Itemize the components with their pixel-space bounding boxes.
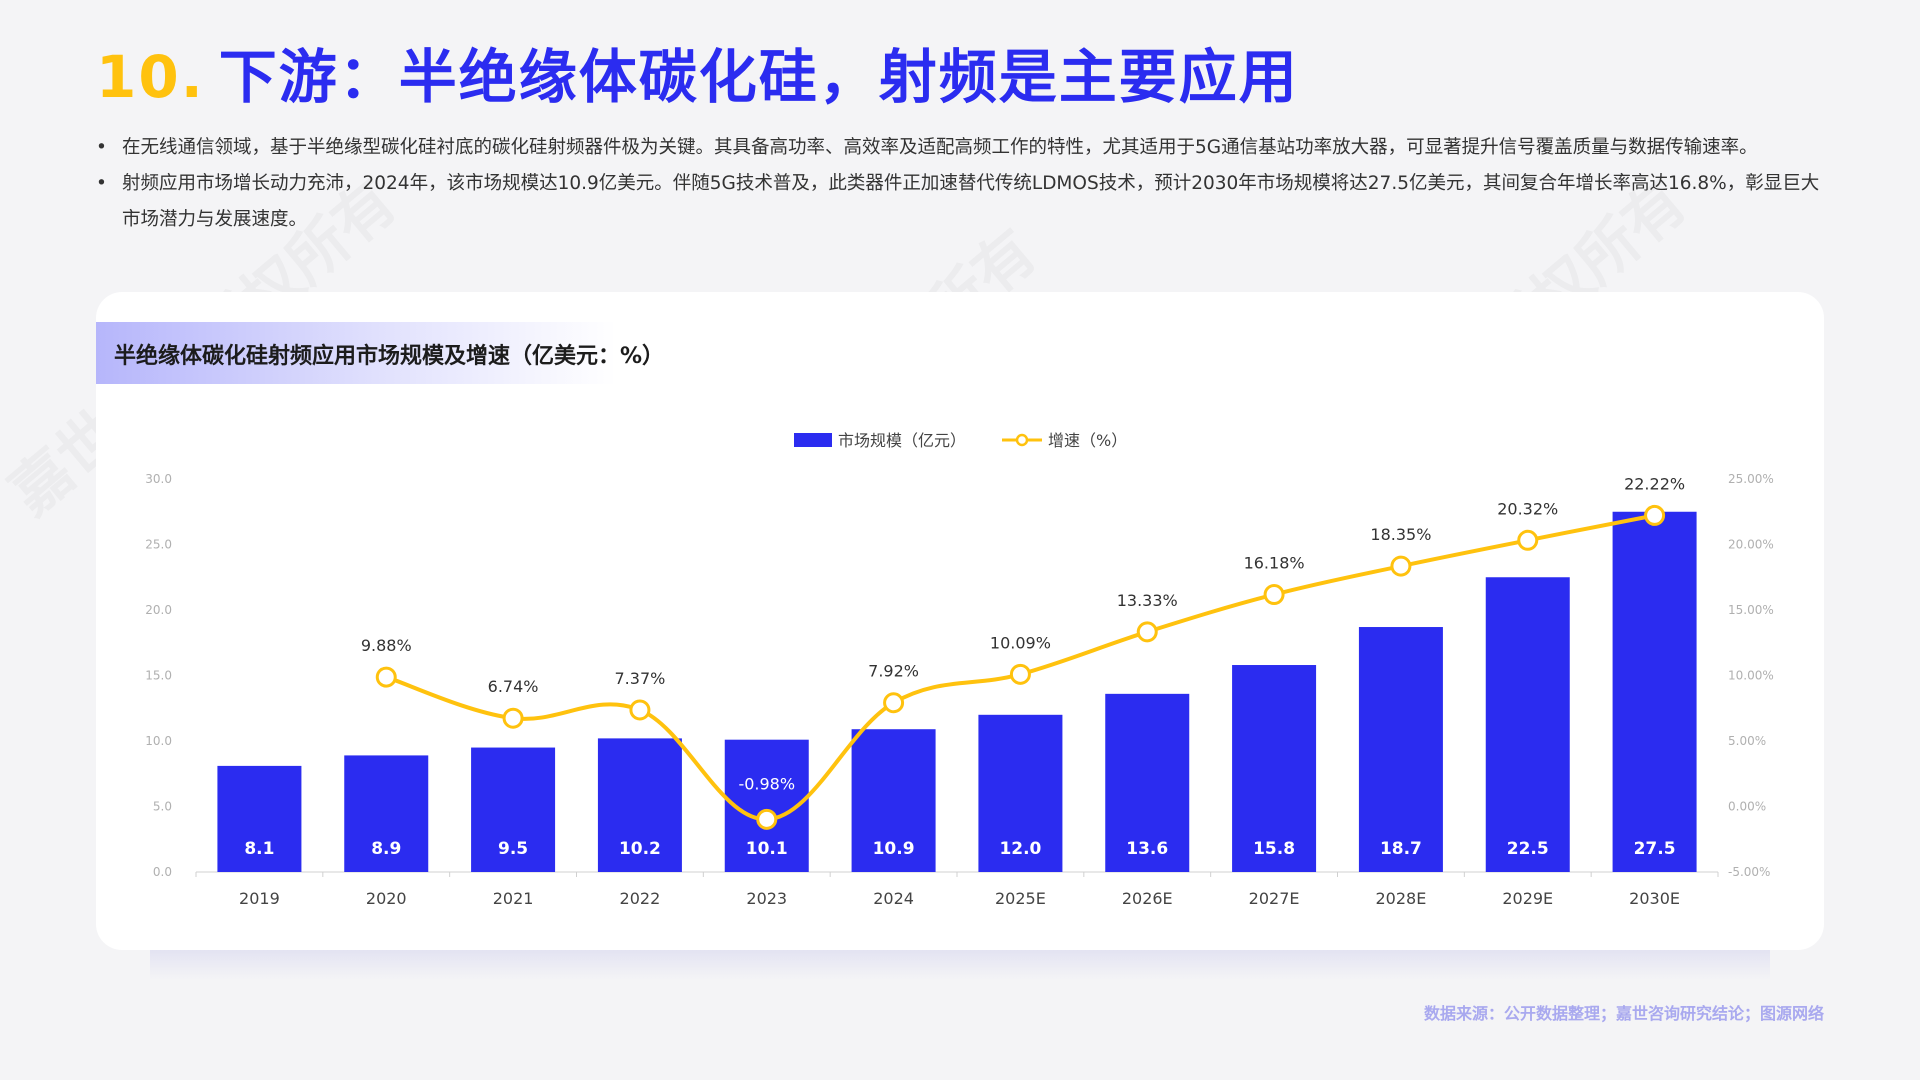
y-left-tick-label: 20.0 — [145, 603, 172, 617]
x-tick-label: 2024 — [873, 889, 914, 908]
bullet-list: • 在无线通信领域，基于半绝缘型碳化硅衬底的碳化硅射频器件极为关键。其具备高功率… — [96, 130, 1836, 238]
bar — [217, 765, 302, 872]
bullet-item: • 射频应用市场增长动力充沛，2024年，该市场规模达10.9亿美元。伴随5G技… — [96, 166, 1836, 238]
bar-value-label: 13.6 — [1126, 839, 1168, 859]
growth-value-label: 6.74% — [488, 677, 539, 696]
growth-point — [1644, 504, 1666, 526]
x-tick-label: 2019 — [239, 889, 280, 908]
y-right-tick-label: 5.00% — [1728, 734, 1766, 748]
x-tick-label: 2022 — [620, 889, 661, 908]
bar — [471, 747, 556, 872]
bar — [851, 729, 936, 872]
bar-value-label: 18.7 — [1380, 839, 1422, 859]
bullet-dot: • — [96, 173, 107, 194]
growth-value-label: 9.88% — [361, 636, 412, 655]
growth-point — [1390, 555, 1412, 577]
bar-value-label: 12.0 — [999, 839, 1041, 859]
source-note: 数据来源：公开数据整理；嘉世咨询研究结论；图源网络 — [1423, 1004, 1824, 1023]
bar — [597, 738, 682, 872]
page-title-text: 下游：半绝缘体碳化硅，射频是主要应用 — [218, 43, 1299, 111]
x-tick-label: 2025E — [995, 889, 1046, 908]
bar-value-label: 10.1 — [746, 839, 788, 859]
x-tick-label: 2030E — [1629, 889, 1680, 908]
y-left-tick-label: 15.0 — [145, 669, 172, 683]
growth-value-label: 16.18% — [1244, 554, 1305, 573]
bar — [1612, 511, 1697, 872]
y-left-tick-label: 10.0 — [145, 734, 172, 748]
y-right-tick-label: 0.00% — [1728, 800, 1766, 814]
x-tick-label: 2026E — [1122, 889, 1173, 908]
bar-value-label: 27.5 — [1634, 839, 1676, 859]
y-left-tick-label: 25.0 — [145, 538, 172, 552]
growth-value-label: 10.09% — [990, 633, 1051, 652]
bullet-text: 在无线通信领域，基于半绝缘型碳化硅衬底的碳化硅射频器件极为关键。其具备高功率、高… — [122, 137, 1758, 158]
growth-point — [375, 666, 397, 688]
bar — [1105, 693, 1190, 872]
bar-value-label: 22.5 — [1507, 839, 1549, 859]
growth-value-label: 20.32% — [1497, 499, 1558, 518]
page-title-number: 10. — [96, 43, 205, 111]
x-tick-label: 2021 — [493, 889, 534, 908]
page-title: 10. 下游：半绝缘体碳化硅，射频是主要应用 — [96, 30, 1299, 114]
growth-point — [502, 707, 524, 729]
growth-point — [629, 699, 651, 721]
bar — [344, 755, 429, 872]
y-right-tick-label: 15.00% — [1728, 603, 1774, 617]
growth-value-label: 22.22% — [1624, 474, 1685, 493]
combo-chart: 0.0 5.0 10.0 15.0 20.0 25.0 30.0 -5.00% 0.00% 5.0… — [145, 431, 1774, 908]
growth-value-label: -0.98% — [738, 774, 795, 793]
growth-point — [883, 692, 905, 714]
x-tick-label: 2027E — [1249, 889, 1300, 908]
y-right-tick-label: 25.00% — [1728, 472, 1774, 486]
legend-label-bar: 市场规模（亿元） — [838, 431, 966, 450]
y-left-tick-label: 0.0 — [153, 865, 172, 879]
bar-value-label: 15.8 — [1253, 839, 1295, 859]
bar — [1358, 627, 1443, 872]
legend-swatch-bar — [794, 433, 832, 447]
bar-value-label: 10.2 — [619, 839, 661, 859]
y-right-tick-label: -5.00% — [1728, 865, 1770, 879]
x-tick-label: 2028E — [1376, 889, 1427, 908]
growth-value-label: 7.92% — [868, 662, 919, 681]
x-tick-label: 2020 — [366, 889, 407, 908]
growth-point — [756, 808, 778, 830]
growth-line — [385, 513, 1655, 822]
y-left-tick-label: 5.0 — [153, 800, 172, 814]
growth-point — [1136, 621, 1158, 643]
bullet-dot: • — [96, 137, 107, 158]
y-right-tick-label: 10.00% — [1728, 669, 1774, 683]
bar-value-label: 8.1 — [244, 839, 274, 859]
growth-value-label: 13.33% — [1117, 591, 1178, 610]
growth-point — [1517, 529, 1539, 551]
bar-value-label: 9.5 — [498, 839, 528, 859]
bullet-text: 射频应用市场增长动力充沛，2024年，该市场规模达10.9亿美元。伴随5G技术普… — [122, 173, 1820, 230]
x-tick-label: 2023 — [746, 889, 787, 908]
bar-value-label: 10.9 — [873, 839, 915, 859]
chart-title-banner: 半绝缘体碳化硅射频应用市场规模及增速（亿美元：%） — [96, 322, 664, 384]
y-left-tick-label: 30.0 — [145, 472, 172, 486]
legend-swatch-marker — [1015, 433, 1029, 447]
bar — [978, 714, 1063, 872]
x-tick-label: 2029E — [1502, 889, 1553, 908]
bullet-item: • 在无线通信领域，基于半绝缘型碳化硅衬底的碳化硅射频器件极为关键。其具备高功率… — [96, 130, 1836, 166]
growth-point — [1009, 663, 1031, 685]
bar — [1232, 665, 1317, 872]
growth-value-label: 7.37% — [615, 669, 666, 688]
chart-title: 半绝缘体碳化硅射频应用市场规模及增速（亿美元：%） — [114, 344, 665, 369]
bar-value-label: 8.9 — [371, 839, 401, 859]
bar — [1485, 577, 1570, 872]
chart-card: 半绝缘体碳化硅射频应用市场规模及增速（亿美元：%） 0.0 5.0 10.0 15.0… — [96, 292, 1824, 950]
legend-label-line: 增速（%） — [1048, 431, 1127, 450]
growth-value-label: 18.35% — [1370, 525, 1431, 544]
growth-point — [1263, 584, 1285, 606]
card-shadow — [150, 950, 1770, 980]
y-right-tick-label: 20.00% — [1728, 538, 1774, 552]
